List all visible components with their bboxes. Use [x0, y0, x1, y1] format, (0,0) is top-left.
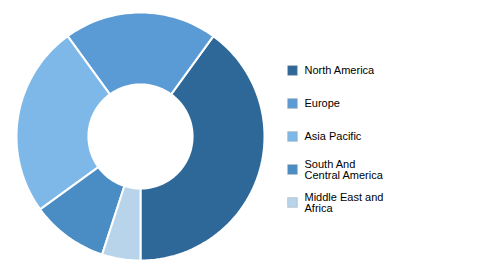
- svg-text:Europe: Europe: [305, 97, 340, 109]
- svg-text:North America: North America: [305, 64, 376, 76]
- svg-text:Asia Pacific: Asia Pacific: [305, 130, 362, 142]
- svg-text:Middle East andAfrica: Middle East andAfrica: [305, 191, 384, 214]
- svg-text:South AndCentral America: South AndCentral America: [305, 158, 384, 181]
